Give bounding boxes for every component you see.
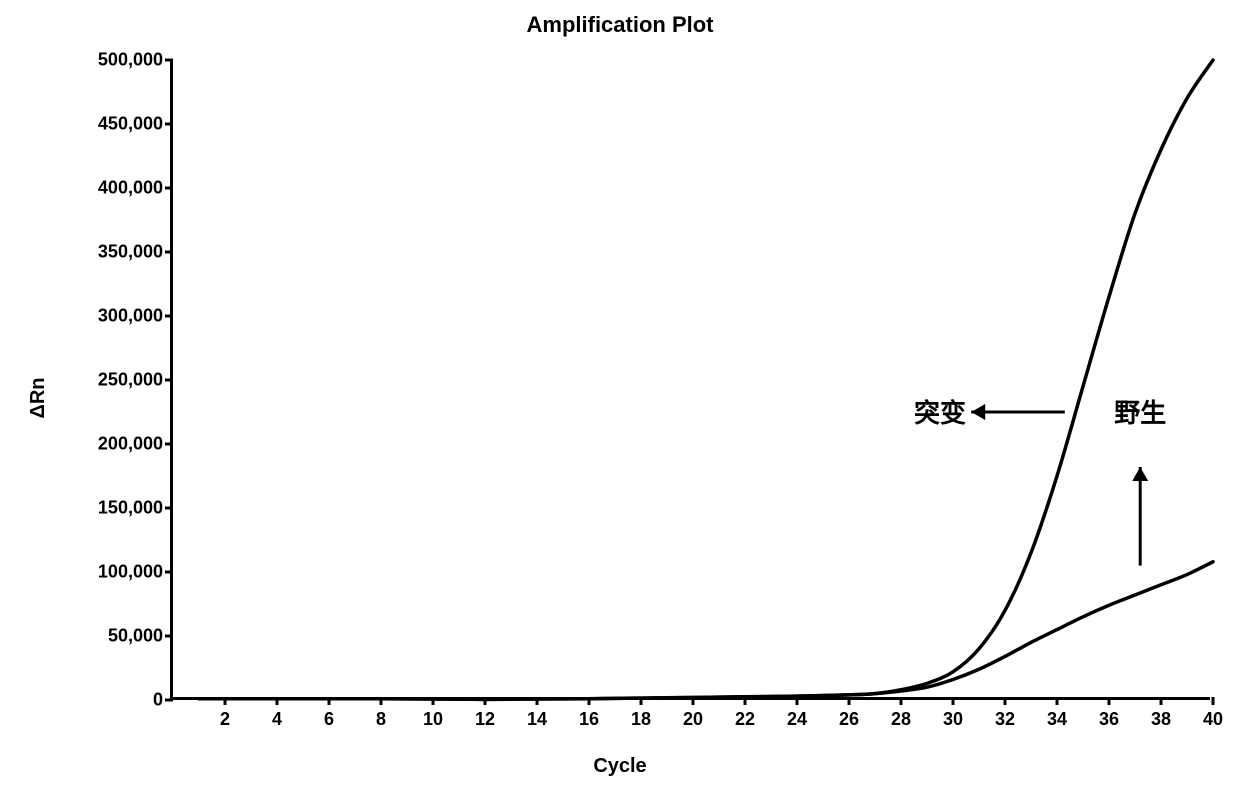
x-tick-label: 10: [423, 709, 443, 730]
x-tick-mark: [692, 697, 695, 705]
y-tick-mark: [165, 123, 173, 126]
x-tick-label: 4: [272, 709, 282, 730]
x-tick-mark: [484, 697, 487, 705]
annotation-label: 突变: [914, 393, 966, 430]
chart-lines: [173, 60, 1213, 700]
y-tick-label: 200,000: [98, 434, 163, 455]
y-tick-label: 450,000: [98, 114, 163, 135]
plot-area: 050,000100,000150,000200,000250,000300,0…: [170, 60, 1210, 700]
x-axis-label: Cycle: [593, 755, 646, 778]
chart-title: Amplification Plot: [527, 12, 714, 38]
annotation-arrow-head: [1132, 467, 1148, 481]
x-tick-mark: [1056, 697, 1059, 705]
x-tick-label: 12: [475, 709, 495, 730]
x-tick-label: 32: [995, 709, 1015, 730]
y-tick-mark: [165, 251, 173, 254]
x-tick-label: 6: [324, 709, 334, 730]
y-tick-mark: [165, 315, 173, 318]
y-tick-mark: [165, 507, 173, 510]
y-tick-mark: [165, 635, 173, 638]
x-tick-label: 36: [1099, 709, 1119, 730]
x-tick-mark: [640, 697, 643, 705]
x-tick-mark: [1160, 697, 1163, 705]
x-tick-label: 26: [839, 709, 859, 730]
y-tick-label: 0: [153, 690, 163, 711]
x-tick-label: 16: [579, 709, 599, 730]
x-tick-label: 40: [1203, 709, 1223, 730]
y-tick-label: 500,000: [98, 50, 163, 71]
x-tick-mark: [588, 697, 591, 705]
x-tick-mark: [848, 697, 851, 705]
x-tick-mark: [380, 697, 383, 705]
x-tick-mark: [276, 697, 279, 705]
x-tick-label: 2: [220, 709, 230, 730]
y-tick-label: 50,000: [108, 626, 163, 647]
amplification-plot: Amplification Plot ΔRn Cycle 050,000100,…: [0, 0, 1240, 796]
annotation-arrow-head: [971, 404, 985, 420]
y-axis-label: ΔRn: [27, 377, 50, 418]
series-wildtype: [199, 562, 1213, 700]
y-tick-label: 300,000: [98, 306, 163, 327]
x-tick-label: 22: [735, 709, 755, 730]
series-mutant: [199, 60, 1213, 699]
x-tick-mark: [432, 697, 435, 705]
y-tick-mark: [165, 699, 173, 702]
x-tick-mark: [536, 697, 539, 705]
y-tick-label: 400,000: [98, 178, 163, 199]
x-tick-mark: [796, 697, 799, 705]
x-tick-label: 14: [527, 709, 547, 730]
y-tick-mark: [165, 187, 173, 190]
y-tick-mark: [165, 59, 173, 62]
x-tick-mark: [900, 697, 903, 705]
x-tick-label: 24: [787, 709, 807, 730]
x-tick-mark: [952, 697, 955, 705]
x-tick-label: 8: [376, 709, 386, 730]
x-tick-mark: [1004, 697, 1007, 705]
x-tick-mark: [744, 697, 747, 705]
x-tick-label: 18: [631, 709, 651, 730]
y-tick-label: 150,000: [98, 498, 163, 519]
annotation-label: 野生: [1114, 393, 1166, 430]
x-tick-label: 34: [1047, 709, 1067, 730]
y-tick-mark: [165, 443, 173, 446]
x-tick-label: 38: [1151, 709, 1171, 730]
y-tick-mark: [165, 379, 173, 382]
x-tick-mark: [224, 697, 227, 705]
y-tick-label: 250,000: [98, 370, 163, 391]
x-tick-label: 28: [891, 709, 911, 730]
x-tick-mark: [1108, 697, 1111, 705]
x-tick-label: 30: [943, 709, 963, 730]
x-tick-label: 20: [683, 709, 703, 730]
y-tick-label: 350,000: [98, 242, 163, 263]
y-tick-mark: [165, 571, 173, 574]
x-tick-mark: [1212, 697, 1215, 705]
y-tick-label: 100,000: [98, 562, 163, 583]
x-tick-mark: [328, 697, 331, 705]
